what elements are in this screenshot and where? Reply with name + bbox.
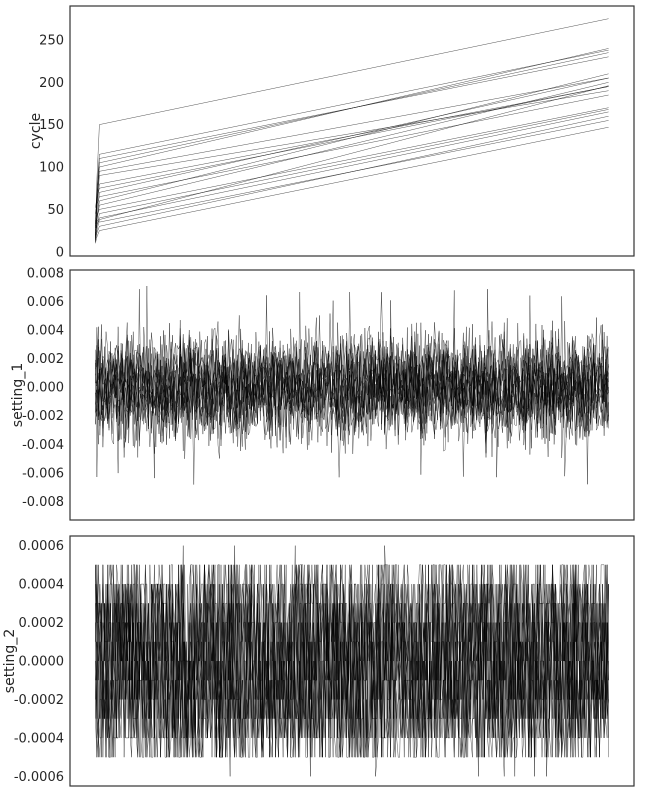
cycle-series-line [95,85,609,242]
y-tick-label: -0.0002 [14,693,64,708]
y-tick-label: 0.002 [27,352,64,367]
y-tick-label: 0.0004 [19,578,65,593]
cycle-series-line [95,127,609,244]
y-tick-labels-setting-2: -0.0006 -0.0004 -0.0002 0.0000 0.0002 0.0004 0… [14,539,64,785]
series-group-cycle [95,18,609,244]
cycle-series-line [95,111,609,234]
y-tick-label: 0.0006 [19,539,65,554]
y-tick-label: 150 [39,118,64,133]
y-tick-label: 250 [39,33,64,48]
noise-series-line [95,289,609,459]
cycle-series-line [95,49,609,224]
y-tick-label: 0.006 [27,295,64,310]
cycle-series-line [95,90,609,241]
y-axis-label-cycle: cycle [28,113,44,149]
cycle-series-line [95,107,609,222]
noise-series-line [95,564,609,758]
y-tick-label: -0.006 [22,466,64,481]
y-tick-label: -0.004 [22,438,64,453]
cycle-series-line [95,116,609,240]
noise-series-line [95,285,609,478]
y-tick-label: 0.0002 [19,616,65,631]
series-group-setting-2 [95,545,609,777]
cycle-series-line [95,48,609,237]
y-tick-label: -0.0006 [14,770,64,785]
y-tick-label: 50 [47,203,64,218]
panel-setting-1: -0.008 -0.006 -0.004 -0.002 0.000 0.002 0.004 0… [10,266,635,521]
y-axis-label-setting-1: setting_1 [10,363,26,427]
y-tick-label: -0.002 [22,409,64,424]
plot-area-cycle [69,5,635,257]
cycle-series-line [95,73,609,240]
series-group-setting-1 [95,285,609,485]
y-tick-label: 200 [39,76,64,91]
cycle-series-line [95,94,609,214]
y-tick-labels-setting-1: -0.008 -0.006 -0.004 -0.002 0.000 0.002 0.004 0… [22,266,64,510]
cycle-series-line [95,18,609,235]
cycle-series-line [95,120,609,223]
y-tick-label: 0.008 [27,266,64,281]
y-tick-label: 0 [56,245,64,260]
plot-area-setting-2 [69,535,635,787]
cycle-series-line [95,86,609,208]
panel-setting-2: -0.0006 -0.0004 -0.0002 0.0000 0.0002 0.0004 0… [2,535,635,787]
noise-series-line [95,564,609,758]
noise-series-line [95,564,609,777]
y-tick-label: 0.0000 [19,655,65,670]
y-axis-label-setting-2: setting_2 [2,629,18,693]
y-tick-label: -0.008 [22,495,64,510]
panel-cycle: 0 50 100 150 200 250 cycle [28,5,635,260]
y-tick-label: 100 [39,161,64,176]
y-tick-label: -0.0004 [14,731,64,746]
y-tick-label: 0.004 [27,324,64,339]
plot-area-setting-1 [69,269,635,521]
y-tick-label: 0.000 [27,381,64,396]
y-tick-labels-cycle: 0 50 100 150 200 250 [39,33,64,260]
